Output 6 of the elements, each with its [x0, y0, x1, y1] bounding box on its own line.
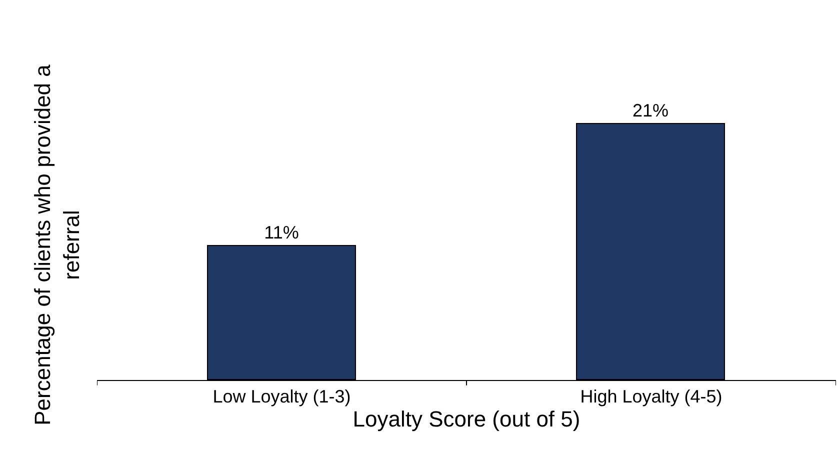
- x-tick-label: Low Loyalty (1-3): [212, 386, 351, 407]
- x-axis-title: Loyalty Score (out of 5): [352, 406, 580, 432]
- x-tick-label: High Loyalty (4-5): [580, 386, 722, 407]
- y-axis-title: Percentage of clients who provided a referral: [30, 64, 84, 426]
- data-label: 21%: [632, 100, 669, 120]
- data-label: 11%: [264, 222, 299, 242]
